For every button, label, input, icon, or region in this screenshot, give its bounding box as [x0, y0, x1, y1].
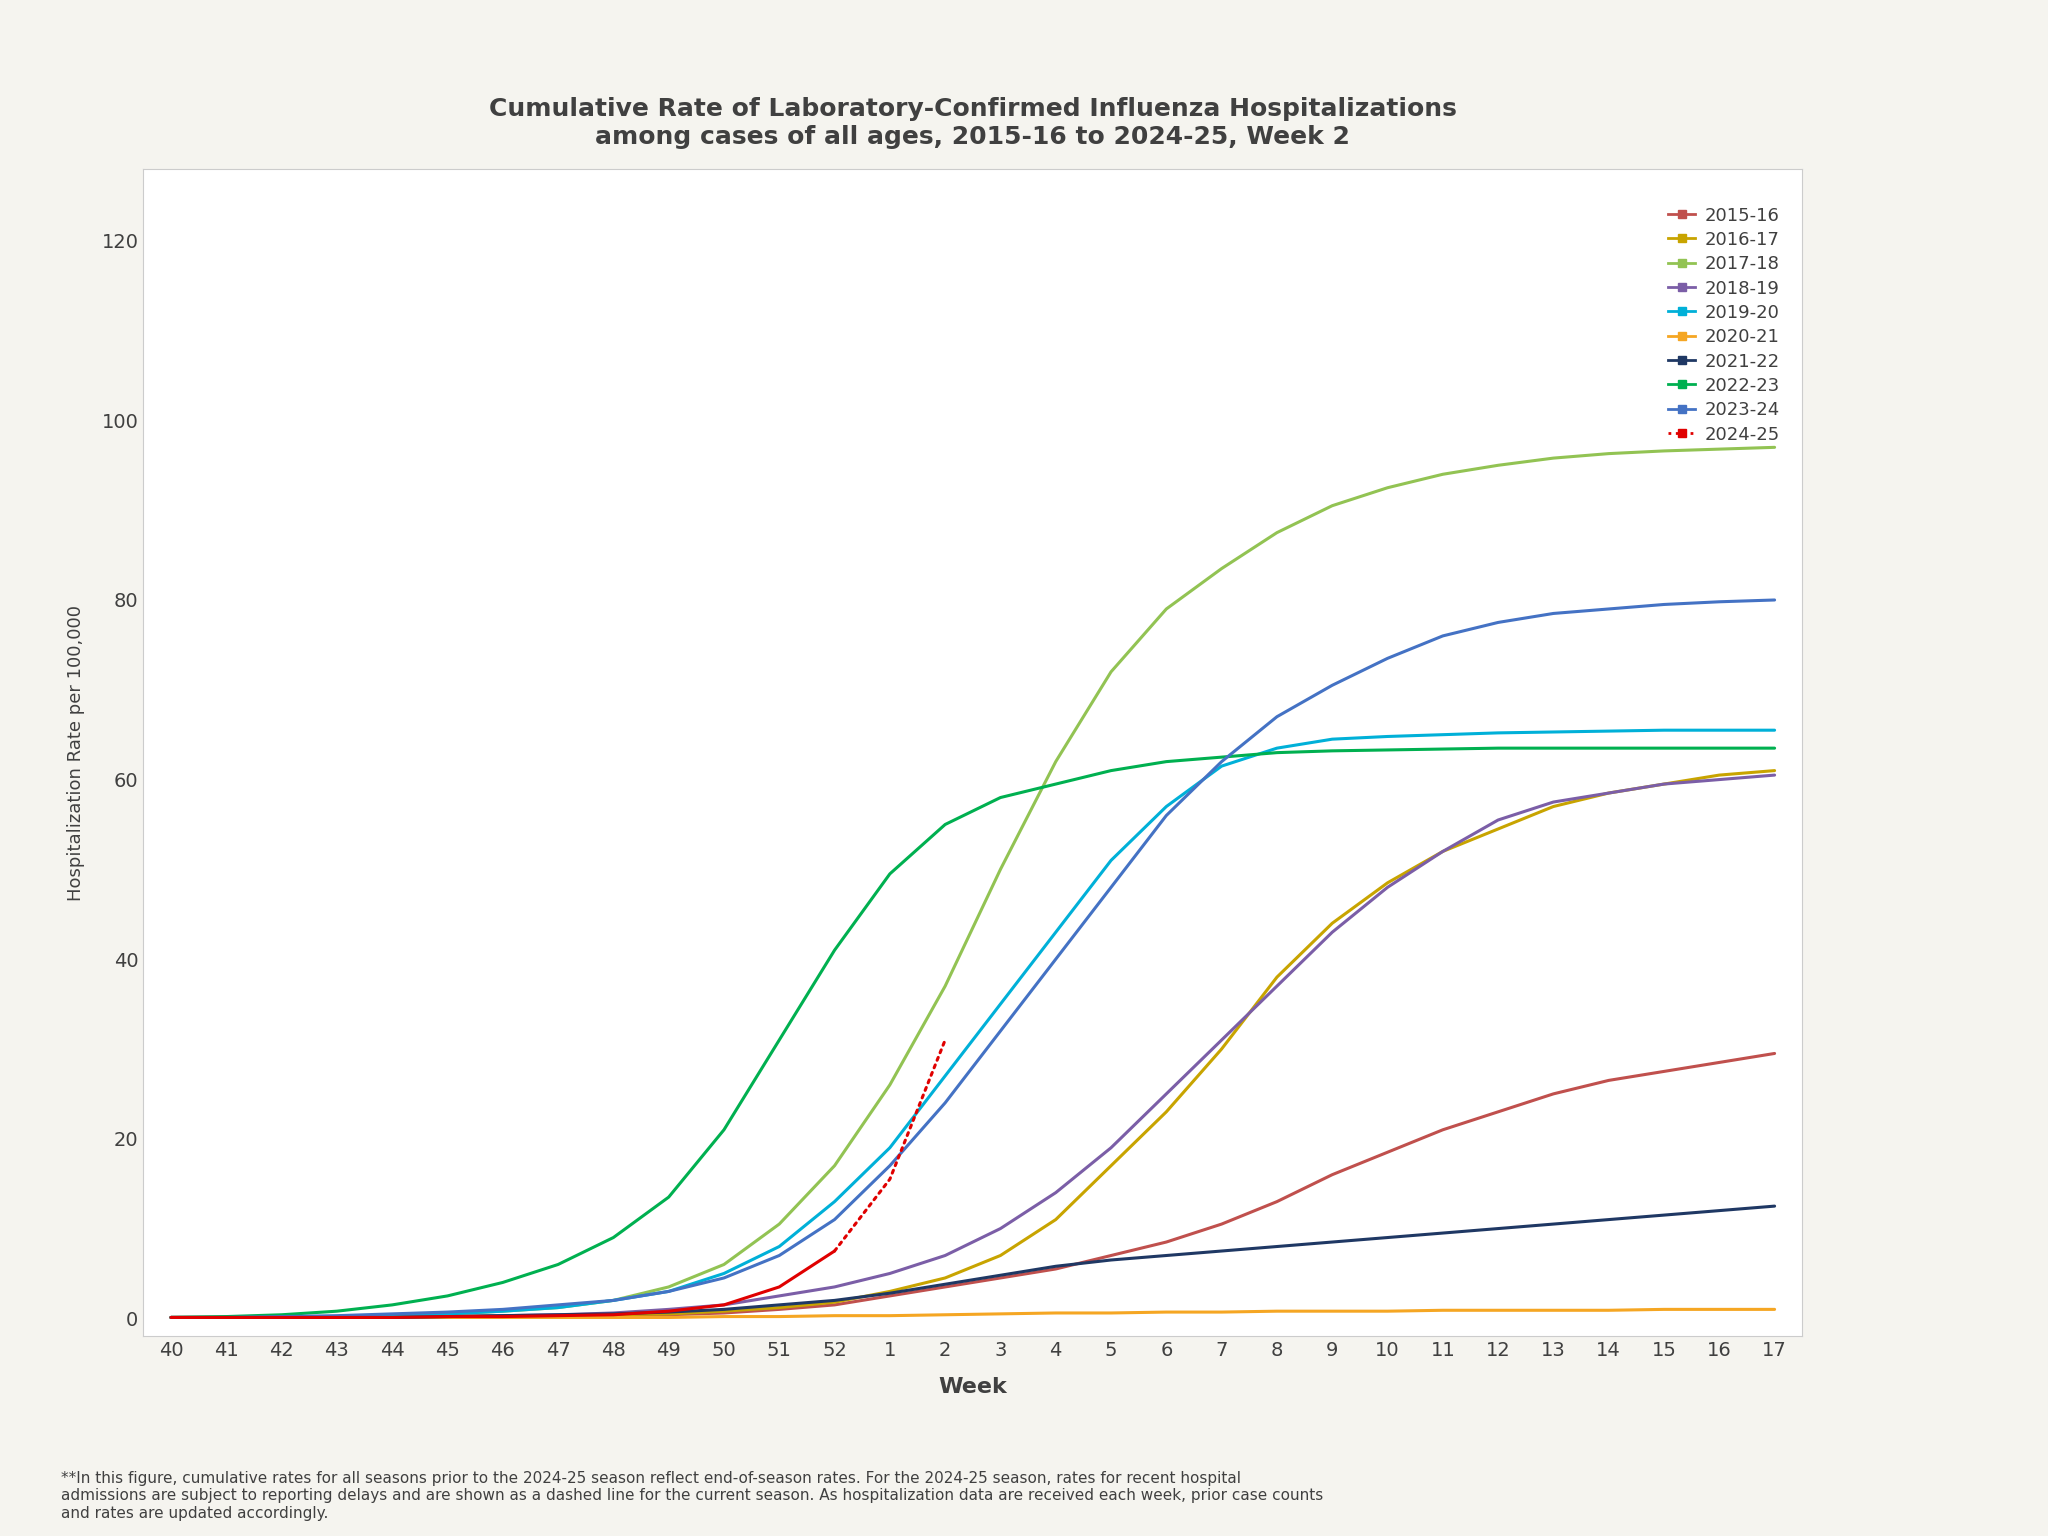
X-axis label: Week: Week — [938, 1376, 1008, 1396]
Title: Cumulative Rate of Laboratory-Confirmed Influenza Hospitalizations
among cases o: Cumulative Rate of Laboratory-Confirmed … — [489, 97, 1456, 149]
Text: **In this figure, cumulative rates for all seasons prior to the 2024-25 season r: **In this figure, cumulative rates for a… — [61, 1471, 1323, 1521]
Legend: 2015-16, 2016-17, 2017-18, 2018-19, 2019-20, 2020-21, 2021-22, 2022-23, 2023-24,: 2015-16, 2016-17, 2017-18, 2018-19, 2019… — [1663, 201, 1786, 449]
Y-axis label: Hospitalization Rate per 100,000: Hospitalization Rate per 100,000 — [68, 605, 84, 900]
